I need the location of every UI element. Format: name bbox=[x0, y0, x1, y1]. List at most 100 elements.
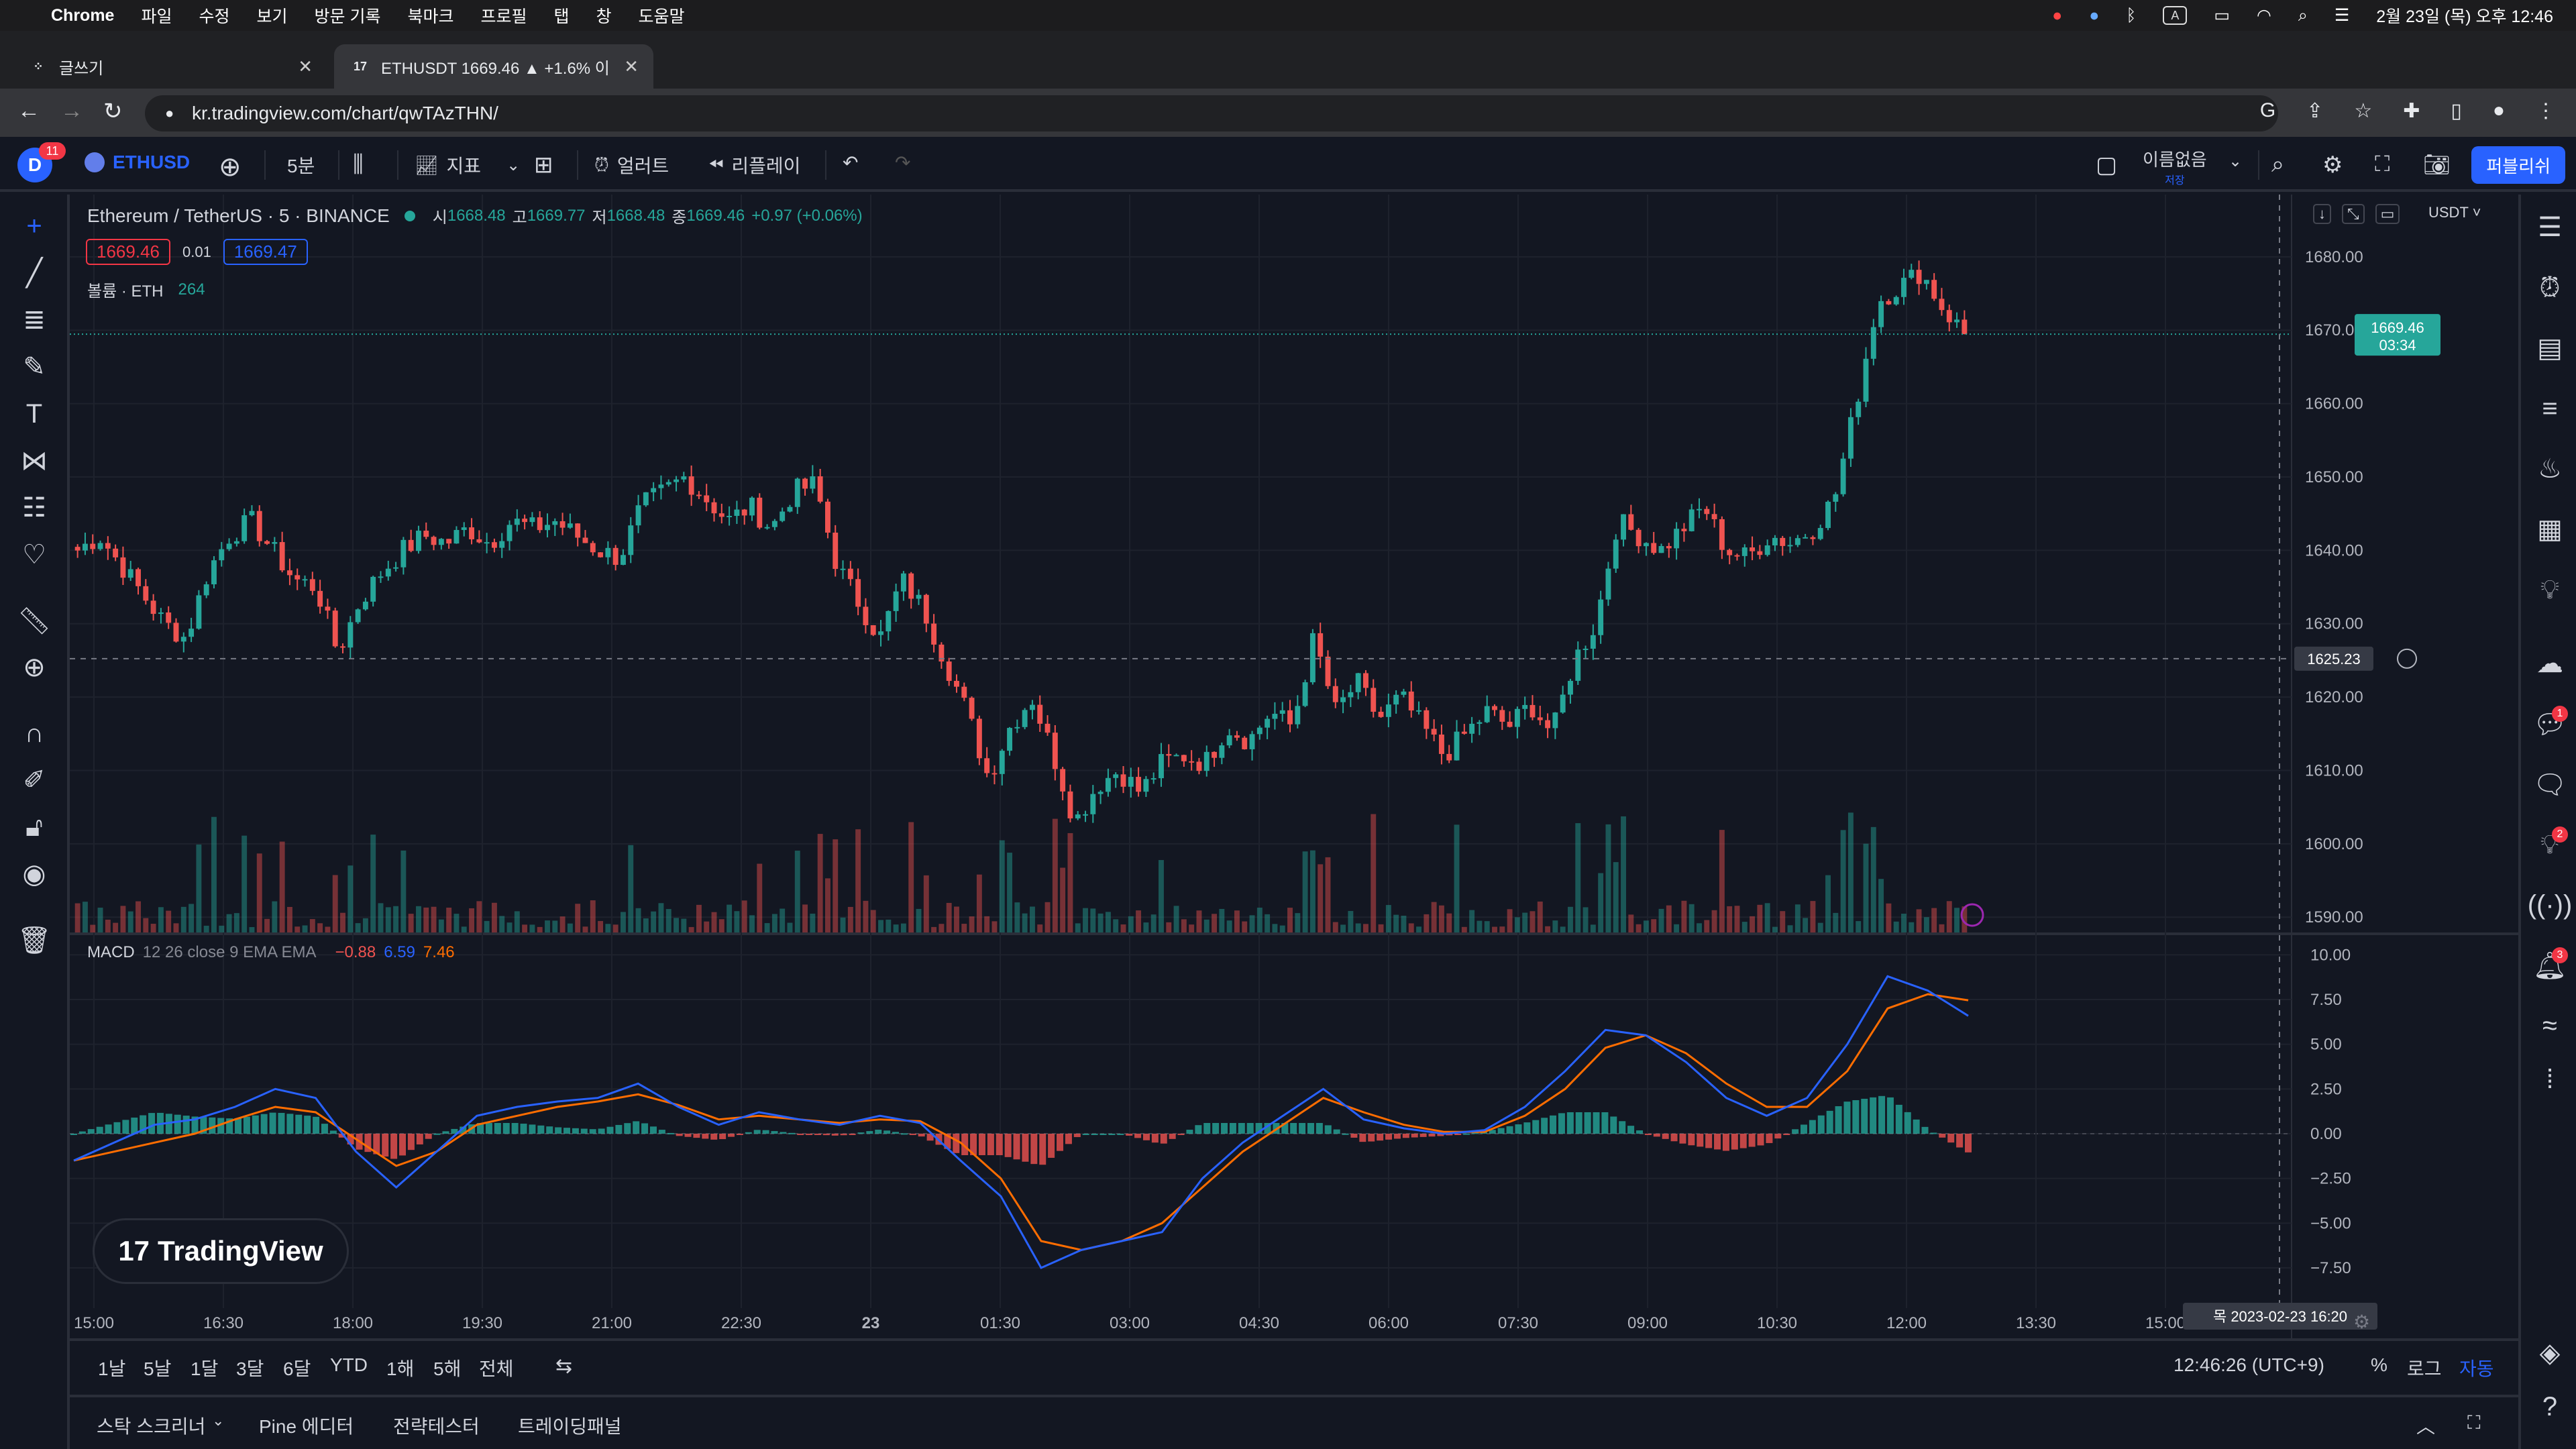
forward-icon[interactable]: → bbox=[60, 98, 83, 123]
fullscreen-box-icon[interactable]: ▢ bbox=[2096, 152, 2118, 178]
ideas-stream-icon[interactable]: 💡︎ 2 bbox=[2532, 826, 2568, 863]
input-source-icon[interactable]: A bbox=[2163, 6, 2188, 25]
pattern-tool-icon[interactable]: ⋈ bbox=[21, 446, 48, 476]
symbol-legend[interactable]: Ethereum / TetherUS · 5 · BINANCE 시 1668… bbox=[87, 204, 863, 227]
control-center-icon[interactable]: ☰ bbox=[2334, 6, 2350, 25]
buy-price-button[interactable]: 1669.47 bbox=[223, 239, 308, 265]
auto-scale-toggle[interactable]: 자동 bbox=[2459, 1358, 2494, 1379]
google-icon[interactable]: G bbox=[2259, 99, 2276, 121]
streams-icon[interactable]: ☁ bbox=[2536, 649, 2563, 678]
menu-edit[interactable]: 수정 bbox=[199, 7, 230, 26]
redo-icon[interactable]: ↷ bbox=[895, 152, 911, 173]
wifi-icon[interactable]: ◠ bbox=[2257, 6, 2271, 25]
undo-icon[interactable]: ↶ bbox=[843, 152, 859, 173]
stay-drawing-icon[interactable]: ✐ bbox=[23, 765, 46, 795]
brush-icon[interactable]: ✎ bbox=[23, 352, 46, 382]
layout-grid-icon[interactable]: ⊞ bbox=[534, 152, 553, 178]
messenger-icon[interactable]: ● bbox=[2089, 5, 2100, 25]
browser-tab-active[interactable]: 17 ETHUSDT 1669.46 ▲ +1.6% 이 ✕ bbox=[334, 44, 653, 89]
menubar-clock[interactable]: 2월 23일 (목) 오후 12:46 bbox=[2376, 7, 2553, 26]
percent-toggle[interactable]: % bbox=[2371, 1354, 2387, 1375]
tradingview-logo[interactable]: 17 TradingView bbox=[93, 1218, 349, 1284]
help-icon[interactable]: ? bbox=[2542, 1391, 2558, 1421]
forecast-tool-icon[interactable]: ☷ bbox=[22, 493, 46, 523]
spotlight-icon[interactable]: ⌕ bbox=[2298, 5, 2308, 25]
menu-view[interactable]: 보기 bbox=[256, 7, 288, 26]
alert-button[interactable]: ⏰︎ 얼러트 bbox=[594, 152, 669, 178]
status-clock[interactable]: 12:46:26 (UTC+9) bbox=[2174, 1354, 2324, 1375]
alerts-clock-icon[interactable]: ⏰︎ bbox=[2539, 272, 2561, 303]
macd-legend[interactable]: MACD 12 26 close 9 EMA EMA −0.88 6.59 7.… bbox=[87, 943, 455, 962]
battery-icon[interactable]: ▭ bbox=[2214, 6, 2231, 25]
range-ytd[interactable]: YTD bbox=[330, 1354, 368, 1375]
range-1y[interactable]: 1해 bbox=[386, 1358, 415, 1379]
calendar-icon[interactable]: ▦ bbox=[2537, 515, 2563, 544]
fullscreen-icon[interactable]: ⛶ bbox=[2375, 152, 2390, 176]
range-6m[interactable]: 6달 bbox=[283, 1358, 311, 1379]
ruler-icon[interactable]: 📏︎ bbox=[17, 606, 52, 636]
chevron-down-icon[interactable]: ⌄ bbox=[2229, 152, 2243, 170]
zoom-in-icon[interactable]: ⊕ bbox=[23, 653, 46, 682]
share-icon[interactable]: ⇪ bbox=[2306, 100, 2324, 122]
extensions-icon[interactable]: ✚ bbox=[2403, 100, 2420, 122]
dom-icon[interactable]: ⁞ bbox=[2546, 1064, 2554, 1094]
menu-file[interactable]: 파일 bbox=[141, 7, 172, 26]
menu-app-name[interactable]: Chrome bbox=[51, 5, 115, 25]
tab-strategy-tester[interactable]: 전략테스터 bbox=[393, 1416, 480, 1437]
back-icon[interactable]: ← bbox=[17, 98, 40, 123]
data-window-icon[interactable]: ≡ bbox=[2542, 393, 2558, 423]
log-toggle[interactable]: 로그 bbox=[2407, 1358, 2442, 1379]
price-chart-svg[interactable]: 1680.00 1670.00 1660.00 1650.00 1640.00 1630.… bbox=[70, 195, 2518, 1338]
creative-cloud-icon[interactable]: ● bbox=[2052, 5, 2063, 25]
volume-legend[interactable]: 볼륨 · ETH 264 bbox=[87, 278, 205, 301]
hide-drawings-eye-icon[interactable]: ◉ bbox=[22, 859, 46, 889]
private-chat-icon[interactable]: 🗨︎ bbox=[2532, 769, 2567, 800]
browser-tab[interactable]: ⁘ 글쓰기 ✕ bbox=[12, 44, 327, 89]
range-1d[interactable]: 1날 bbox=[98, 1358, 126, 1379]
bookmark-star-icon[interactable]: ☆ bbox=[2354, 100, 2373, 122]
range-5d[interactable]: 5날 bbox=[144, 1358, 172, 1379]
pane-collapse-icon[interactable]: ⤡ bbox=[2342, 204, 2365, 224]
trend-line-icon[interactable]: ╱ bbox=[25, 258, 43, 288]
close-tab-icon[interactable]: ✕ bbox=[298, 56, 313, 76]
layers-icon[interactable]: ◈ bbox=[2539, 1338, 2561, 1368]
menu-bookmarks[interactable]: 북마크 bbox=[407, 7, 454, 26]
chevron-down-icon[interactable]: ⌄ bbox=[212, 1412, 225, 1429]
tab-trading-panel[interactable]: 트레이딩패널 bbox=[518, 1416, 622, 1437]
menu-profile[interactable]: 프로필 bbox=[480, 7, 527, 26]
pane-maximize-icon[interactable]: ▭ bbox=[2375, 204, 2400, 224]
symbol-search-button[interactable]: ETHUSD bbox=[85, 152, 190, 173]
favorites-heart-icon[interactable]: ♡ bbox=[22, 540, 46, 570]
currency-selector[interactable]: USDT ˅ bbox=[2428, 204, 2481, 221]
text-tool-icon[interactable]: T bbox=[25, 398, 43, 429]
range-3m[interactable]: 3달 bbox=[236, 1358, 264, 1379]
menu-history[interactable]: 방문 기록 bbox=[314, 7, 381, 26]
news-icon[interactable]: ▤ bbox=[2537, 333, 2563, 363]
chrome-menu-icon[interactable]: ⋮ bbox=[2536, 100, 2556, 122]
chevron-down-icon[interactable]: ⌄ bbox=[506, 156, 521, 174]
menu-help[interactable]: 도움말 bbox=[638, 7, 685, 26]
ideas-bulb-icon[interactable]: 💡︎ bbox=[2540, 574, 2559, 604]
tab-pine-editor[interactable]: Pine 에디터 bbox=[259, 1416, 354, 1437]
range-1m[interactable]: 1달 bbox=[191, 1358, 219, 1379]
tab-stock-screener[interactable]: 스탁 스크리너 bbox=[97, 1416, 206, 1437]
replay-button[interactable]: ⏪︎ 리플레이 bbox=[708, 152, 800, 178]
watchlist-icon[interactable]: ☰ bbox=[2538, 213, 2562, 242]
hotlist-fire-icon[interactable]: ♨ bbox=[2538, 454, 2562, 484]
menu-tab[interactable]: 탭 bbox=[553, 7, 570, 26]
broadcast-icon[interactable]: ((·)) bbox=[2527, 890, 2573, 920]
goto-date-icon[interactable]: ⇆ bbox=[555, 1355, 573, 1377]
sidepanel-icon[interactable]: ▯ bbox=[2451, 100, 2462, 122]
settings-gear-icon[interactable]: ⚙︎ bbox=[2322, 152, 2343, 178]
publish-button[interactable]: 퍼블리쉬 bbox=[2471, 146, 2565, 184]
chevrons-icon[interactable]: ≈ bbox=[2542, 1010, 2557, 1040]
layout-name-button[interactable]: 이름없음 저장 bbox=[2143, 146, 2207, 187]
candle-type-icon[interactable]: ⫼ bbox=[353, 152, 364, 177]
lock-icon[interactable]: 🔓︎ bbox=[25, 812, 43, 842]
fib-retracement-icon[interactable]: ≣ bbox=[23, 305, 46, 335]
range-5y[interactable]: 5해 bbox=[433, 1358, 462, 1379]
bluetooth-icon[interactable]: ᛒ bbox=[2126, 5, 2137, 25]
pane-down-arrow-icon[interactable]: ↓ bbox=[2313, 204, 2331, 224]
url-bar[interactable]: ● kr.tradingview.com/chart/qwTAzTHN/ bbox=[145, 95, 2278, 131]
search-icon[interactable]: ⌕ bbox=[2271, 152, 2285, 177]
